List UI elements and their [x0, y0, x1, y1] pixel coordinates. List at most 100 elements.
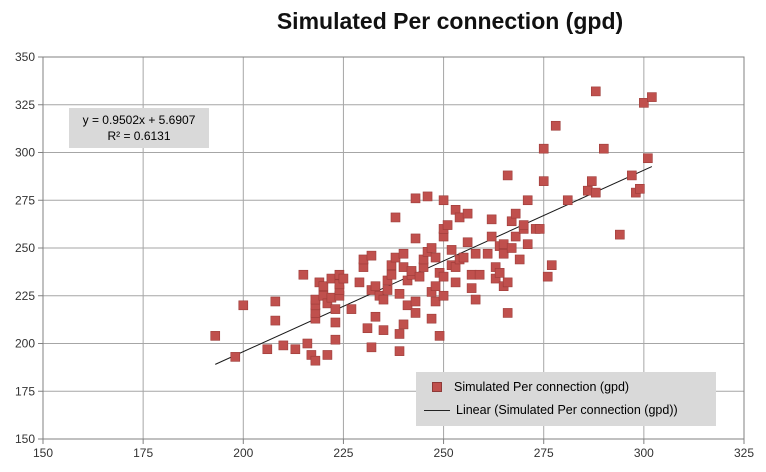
legend: Simulated Per connection (gpd) Linear (S… — [416, 372, 716, 426]
data-point — [442, 220, 453, 230]
legend-marker-line — [424, 409, 450, 411]
x-axis-tick-labels: 150 175 200 225 250 275 300 325 — [33, 446, 754, 460]
y-tick-label: 200 — [15, 337, 35, 351]
data-point — [402, 300, 413, 311]
data-point — [506, 243, 517, 253]
data-point — [326, 292, 337, 303]
data-point — [386, 269, 397, 280]
data-point — [627, 170, 637, 181]
data-point — [414, 271, 425, 282]
data-point — [522, 195, 533, 206]
data-point — [466, 269, 477, 280]
data-point — [366, 342, 377, 353]
data-point — [338, 273, 349, 284]
data-point — [470, 294, 481, 305]
data-point — [542, 271, 553, 282]
legend-marker-square — [432, 382, 442, 392]
data-point — [458, 252, 469, 263]
data-point — [278, 340, 289, 351]
data-point — [318, 281, 329, 292]
data-point — [550, 120, 561, 131]
data-point — [470, 248, 481, 259]
data-point — [410, 193, 421, 204]
x-tick-label: 325 — [734, 446, 754, 460]
data-point — [494, 268, 505, 278]
y-tick-label: 225 — [15, 289, 35, 303]
data-point — [466, 283, 477, 293]
r-squared-label: R² = 0.6131 — [107, 129, 171, 143]
data-point — [330, 304, 341, 314]
data-point — [426, 313, 437, 324]
data-point — [326, 273, 337, 284]
legend-item-trendline: Linear (Simulated Per connection (gpd)) — [416, 403, 678, 417]
data-point — [430, 296, 441, 307]
data-point — [639, 98, 649, 108]
plot-border — [42, 56, 745, 440]
y-tick-label: 325 — [15, 98, 35, 112]
data-point — [502, 308, 513, 318]
data-point — [482, 248, 493, 259]
data-point — [426, 243, 437, 253]
x-tick-label: 225 — [333, 446, 353, 460]
data-point — [410, 296, 421, 307]
data-point — [590, 187, 601, 198]
data-point — [438, 271, 449, 282]
data-point — [394, 289, 405, 299]
data-point — [322, 350, 333, 360]
data-point — [474, 269, 485, 280]
data-point — [410, 233, 421, 244]
data-point — [590, 86, 601, 97]
data-point — [430, 281, 441, 292]
data-point — [498, 248, 509, 259]
data-point — [362, 323, 373, 334]
data-point — [450, 277, 461, 288]
y-tick-label: 175 — [15, 384, 35, 398]
data-point — [647, 92, 657, 102]
x-tick-label: 200 — [233, 446, 253, 460]
y-axis-tick-labels: 150 175 200 225 250 275 300 325 350 — [15, 50, 35, 446]
data-point — [230, 352, 241, 362]
data-point — [582, 185, 593, 196]
data-point — [270, 315, 281, 326]
data-point — [510, 231, 521, 242]
data-point — [378, 325, 389, 335]
data-point — [390, 252, 401, 263]
data-point — [270, 296, 281, 307]
data-point — [486, 214, 497, 225]
data-point — [382, 285, 393, 295]
data-point — [510, 208, 521, 219]
data-point — [394, 346, 405, 356]
data-points — [210, 86, 657, 366]
data-point — [238, 300, 249, 311]
data-point — [422, 191, 433, 202]
data-point — [390, 212, 401, 223]
plot-area-frame — [42, 56, 745, 440]
data-point — [598, 143, 609, 154]
data-point — [502, 170, 513, 181]
data-point — [398, 248, 409, 259]
trendline-equation-box: y = 0.9502x + 5.6907 R² = 0.6131 — [69, 108, 209, 148]
legend-item-scatter: Simulated Per connection (gpd) — [416, 380, 629, 394]
data-point — [434, 331, 445, 341]
data-point — [310, 294, 321, 305]
y-tick-label: 250 — [15, 241, 35, 255]
data-point — [438, 195, 449, 206]
data-point — [370, 281, 381, 292]
data-point — [378, 294, 389, 305]
data-point — [358, 254, 369, 265]
y-tick-label: 150 — [15, 432, 35, 446]
data-point — [615, 229, 625, 240]
data-point — [486, 231, 497, 242]
data-point — [398, 319, 409, 330]
data-point — [394, 329, 405, 339]
trendline-equation: y = 0.9502x + 5.6907 — [82, 113, 196, 127]
legend-label-scatter: Simulated Per connection (gpd) — [454, 380, 630, 394]
data-point — [410, 308, 421, 318]
data-point — [430, 252, 441, 263]
x-tick-label: 300 — [634, 446, 654, 460]
chart-title: Simulated Per connection (gpd) — [276, 8, 624, 34]
data-point — [462, 208, 473, 219]
data-point — [406, 266, 417, 276]
data-point — [446, 245, 457, 255]
data-point — [643, 153, 653, 164]
